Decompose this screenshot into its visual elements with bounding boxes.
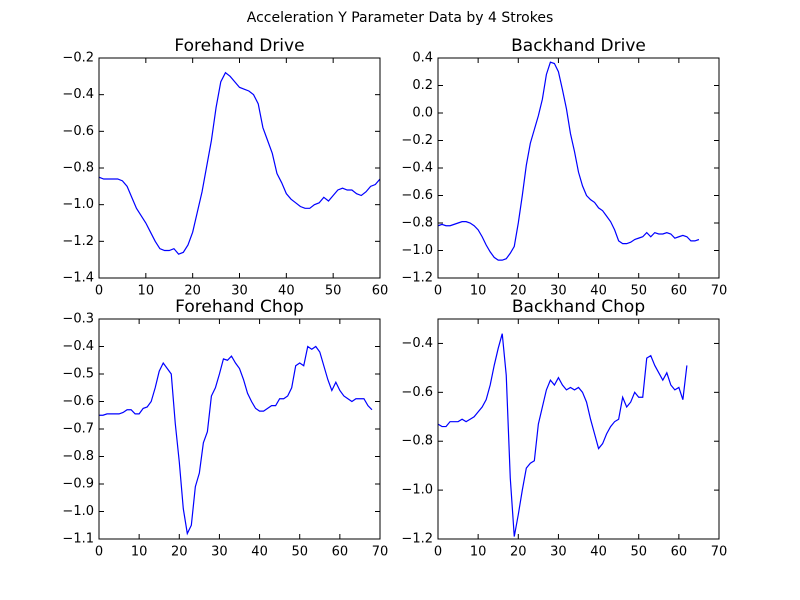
x-tick-label: 40 [590,545,607,560]
x-tick-label: 30 [550,284,567,299]
subplot-title: Backhand Drive [511,36,646,56]
y-tick-label: −0.8 [401,216,433,231]
x-tick-label: 60 [671,545,688,560]
x-tick-label: 30 [211,545,228,560]
y-tick-label: −0.4 [401,161,433,176]
x-tick-label: 50 [325,284,342,299]
x-tick-label: 60 [372,284,389,299]
y-tick-label: −1.1 [62,532,94,547]
x-tick-label: 40 [590,284,607,299]
x-tick-label: 50 [630,284,647,299]
y-tick-label: 0.2 [412,78,433,93]
x-tick-label: 70 [711,284,728,299]
y-tick-label: −1.0 [62,504,94,519]
x-tick-label: 20 [184,284,201,299]
y-tick-label: −0.3 [62,312,94,327]
x-tick-label: 20 [510,284,527,299]
data-line [98,71,381,255]
x-tick-label: 50 [630,545,647,560]
y-tick-label: −0.4 [62,87,94,102]
x-tick-label: 10 [131,545,148,560]
y-tick-label: −0.7 [62,422,94,437]
axes-frame [98,57,381,279]
subplot-title: Forehand Chop [175,297,304,317]
x-tick-label: 30 [550,545,567,560]
data-line [437,61,700,261]
axes-frame [98,318,381,540]
axes-frame [437,57,720,279]
y-tick-label: −0.8 [62,161,94,176]
y-tick-label: −0.6 [401,385,433,400]
y-tick-label: −0.8 [62,449,94,464]
y-tick-label: −0.6 [401,188,433,203]
x-tick-label: 0 [95,284,103,299]
x-tick-label: 0 [95,545,103,560]
y-tick-label: 0.0 [412,106,433,121]
y-tick-label: −0.4 [62,339,94,354]
x-tick-label: 0 [434,284,442,299]
x-tick-label: 0 [434,545,442,560]
x-tick-label: 70 [711,545,728,560]
y-tick-label: −0.6 [62,394,94,409]
data-line [99,345,373,536]
x-tick-label: 20 [171,545,188,560]
y-tick-label: −1.0 [401,483,433,498]
x-tick-label: 60 [332,545,349,560]
y-tick-label: −1.2 [62,234,94,249]
y-tick-label: −0.9 [62,477,94,492]
y-tick-label: −1.2 [401,271,433,286]
y-tick-label: −0.2 [62,51,94,66]
y-tick-label: −0.4 [401,336,433,351]
axes-frame [437,318,720,540]
x-tick-label: 40 [278,284,295,299]
x-tick-label: 50 [291,545,308,560]
figure-title: Acceleration Y Parameter Data by 4 Strok… [247,10,554,26]
y-tick-label: −0.6 [62,124,94,139]
y-tick-label: −0.5 [62,367,94,382]
x-tick-label: 60 [671,284,688,299]
y-tick-label: −0.8 [401,434,433,449]
x-tick-label: 10 [470,284,487,299]
y-tick-label: 0.4 [412,51,433,66]
y-tick-label: −1.4 [62,271,94,286]
x-tick-label: 20 [510,545,527,560]
x-tick-label: 30 [231,284,248,299]
subplot-title: Forehand Drive [174,36,304,56]
x-tick-label: 10 [470,545,487,560]
y-tick-label: −1.0 [62,197,94,212]
data-line [437,333,688,537]
x-tick-label: 40 [251,545,268,560]
y-tick-label: −1.0 [401,243,433,258]
x-tick-label: 10 [138,284,155,299]
y-tick-label: −0.2 [401,133,433,148]
y-tick-label: −1.2 [401,532,433,547]
x-tick-label: 70 [372,545,389,560]
subplot-title: Backhand Chop [512,297,645,317]
